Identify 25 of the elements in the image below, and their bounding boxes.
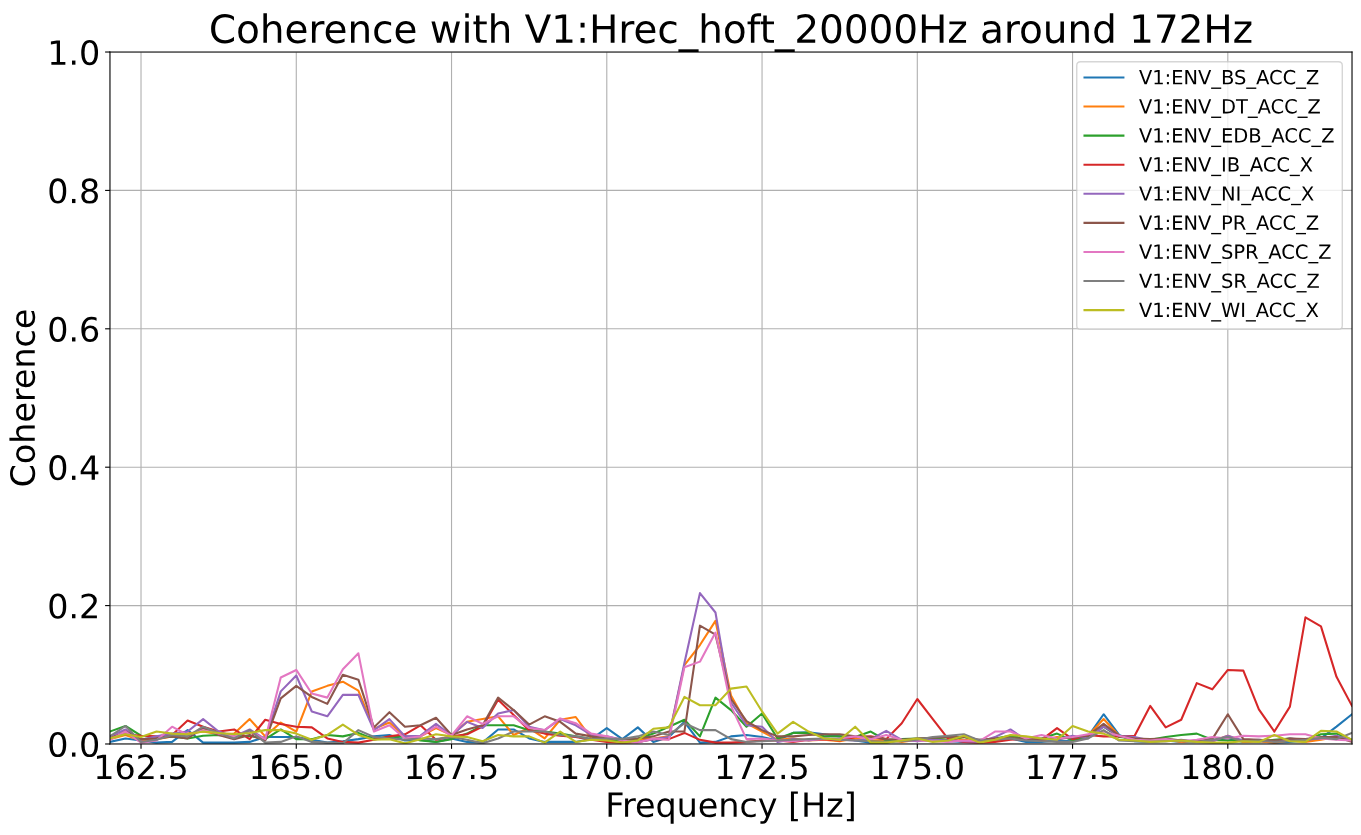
x-tick-label: 165.0 [252, 754, 342, 780]
x-tick-label: 172.5 [717, 754, 807, 780]
y-tick-label: 1.0 [50, 39, 99, 66]
y-tick-label: 0.2 [49, 593, 97, 619]
y-axis-title: Coherence [9, 310, 36, 486]
x-axis-title: Frequency [Hz] [608, 791, 854, 824]
legend-label: V1:ENV_EDB_ACC_Z [1139, 128, 1334, 148]
y-tick-label: 0.8 [49, 178, 98, 204]
legend-label: V1:ENV_BS_ACC_Z [1139, 69, 1319, 89]
x-tick-label: 162.5 [96, 754, 186, 780]
x-tick-label: 167.5 [407, 754, 497, 780]
legend-label: V1:ENV_IB_ACC_X [1139, 157, 1313, 177]
y-tick-label: 0.6 [49, 316, 99, 342]
legend-label: V1:ENV_WI_ACC_X [1139, 302, 1319, 322]
legend-label: V1:ENV_SR_ACC_Z [1139, 273, 1319, 293]
legend-label: V1:ENV_PR_ACC_Z [1139, 215, 1319, 235]
x-tick-label: 180.0 [1183, 754, 1274, 780]
legend-label: V1:ENV_DT_ACC_Z [1139, 98, 1320, 118]
chart-title: Coherence with V1:Hrec_hoft_20000Hz around 172Hz [211, 13, 1252, 53]
x-tick-label: 177.5 [1028, 754, 1118, 780]
x-tick-label: 175.0 [873, 754, 963, 780]
y-tick-label: 0.4 [49, 455, 99, 481]
legend-label: V1:ENV_NI_ACC_X [1139, 186, 1314, 206]
legend-label: V1:ENV_SPR_ACC_Z [1139, 244, 1331, 264]
x-tick-label: 170.0 [562, 754, 653, 780]
